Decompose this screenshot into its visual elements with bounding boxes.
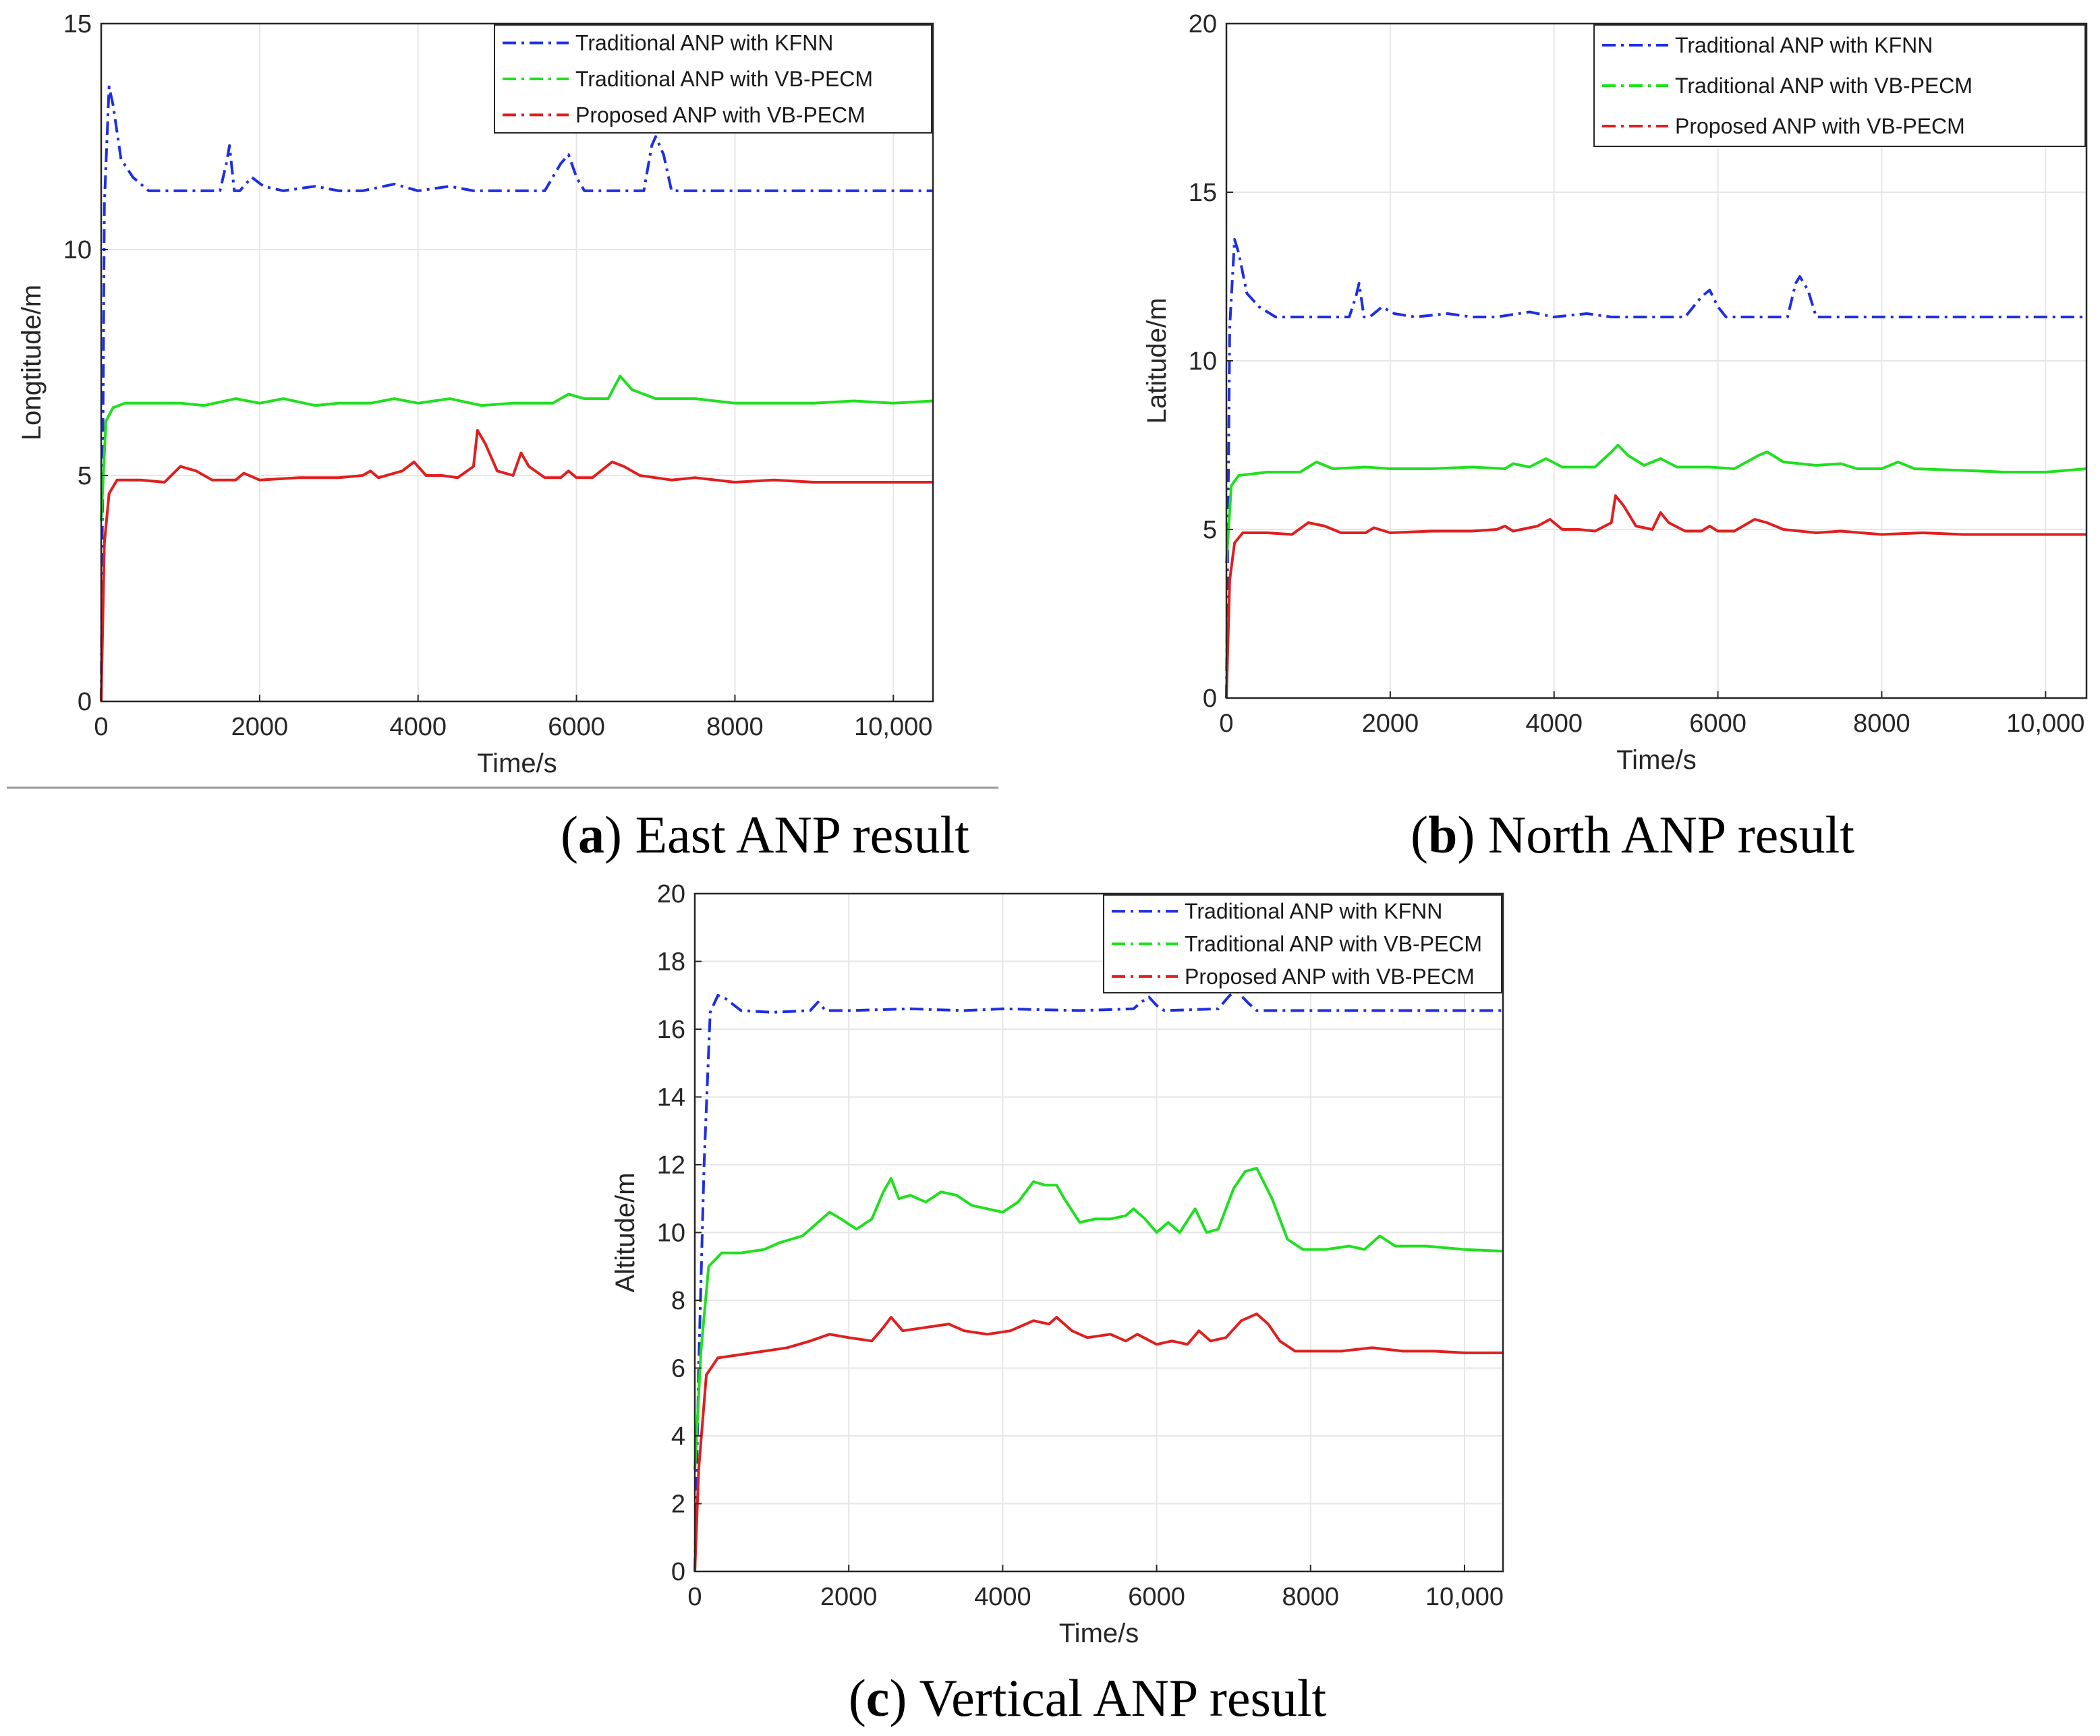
ytick-label-a-2: 10 — [63, 236, 92, 264]
caption-a-text: East ANP result — [622, 805, 969, 864]
y-axis-label-c: Altitude/m — [611, 1173, 640, 1293]
ytick-label-b-3: 15 — [1189, 179, 1217, 207]
panel-north-anp: 0 2000 4000 6000 8000 10,000 0 5 10 15 20 Time/s Lat… — [1142, 10, 2088, 775]
ytick-label-a-0: 0 — [78, 688, 92, 716]
plot-area-a — [101, 24, 933, 701]
legend-a: Traditional ANP with KFNN Traditional ANP… — [494, 24, 932, 134]
series-line-a-0 — [100, 85, 933, 702]
ytick-label-c-8: 16 — [657, 1016, 685, 1044]
legend-label-c-2: Proposed ANP with VB-PECM — [1185, 964, 1475, 989]
ytick-label-c-3: 6 — [671, 1355, 685, 1383]
ytick-label-c-4: 8 — [671, 1287, 685, 1315]
caption-c-letter: c — [866, 1669, 890, 1727]
legend-label-c-0: Traditional ANP with KFNN — [1185, 899, 1442, 923]
xtick-label-a-0: 0 — [94, 713, 108, 741]
legend-label-a-1: Traditional ANP with VB-PECM — [575, 67, 873, 91]
caption-c-text: Vertical ANP result — [907, 1669, 1326, 1727]
ytick-label-c-2: 4 — [671, 1422, 685, 1451]
xtick-label-b-2: 4000 — [1525, 710, 1583, 738]
ytick-label-c-10: 20 — [657, 880, 685, 908]
ytick-label-c-1: 2 — [671, 1491, 685, 1519]
xtick-label-c-1: 2000 — [820, 1583, 878, 1611]
legend-c: Traditional ANP with KFNN Traditional ANP… — [1103, 894, 1502, 993]
x-axis-label-b: Time/s — [1616, 745, 1697, 775]
caption-b: (b) North ANP result — [1411, 805, 1854, 864]
y-axis-label-b: Latitude/m — [1142, 298, 1172, 424]
y-axis-label-a: Longtitude/m — [17, 285, 47, 440]
legend-b: Traditional ANP with KFNN Traditional ANP… — [1593, 24, 2086, 147]
series-line-c-2 — [693, 1312, 1503, 1572]
series-line-b-0 — [1225, 238, 2087, 699]
xtick-label-b-4: 8000 — [1853, 710, 1910, 738]
caption-c: (c) Vertical ANP result — [849, 1669, 1327, 1727]
ytick-label-c-7: 14 — [657, 1084, 685, 1112]
axes-frame-a — [100, 22, 934, 703]
xtick-label-c-4: 8000 — [1282, 1583, 1339, 1611]
series-line-c-1 — [693, 1167, 1504, 1470]
legend-label-b-1: Traditional ANP with VB-PECM — [1675, 74, 1973, 98]
xtick-label-c-5: 10,000 — [1425, 1583, 1504, 1611]
x-axis-label-c: Time/s — [1059, 1619, 1139, 1648]
xtick-label-b-1: 2000 — [1362, 710, 1419, 738]
series-line-b-1 — [1225, 444, 2087, 564]
xtick-label-b-0: 0 — [1219, 710, 1233, 738]
xtick-label-a-5: 10,000 — [854, 713, 932, 741]
series-line-a-2 — [100, 429, 933, 702]
legend-label-b-2: Proposed ANP with VB-PECM — [1675, 114, 1965, 138]
panel-east-anp: 0 2000 4000 6000 8000 10,000 0 5 10 15 Time/s Longt… — [17, 10, 934, 778]
ytick-label-b-1: 5 — [1203, 516, 1217, 544]
legend-label-a-2: Proposed ANP with VB-PECM — [575, 103, 865, 127]
xtick-label-a-1: 2000 — [231, 713, 289, 741]
xtick-label-a-2: 4000 — [389, 713, 447, 741]
xtick-label-a-3: 6000 — [548, 713, 605, 741]
series-line-b-2 — [1225, 494, 2087, 699]
legend-label-c-1: Traditional ANP with VB-PECM — [1185, 932, 1482, 956]
ytick-label-b-2: 10 — [1189, 347, 1217, 376]
ytick-label-a-3: 15 — [63, 10, 92, 38]
xtick-label-b-5: 10,000 — [2006, 710, 2084, 738]
ytick-label-b-0: 0 — [1203, 685, 1217, 713]
series-line-c-0 — [693, 990, 1503, 1572]
x-axis-label-a: Time/s — [477, 749, 557, 778]
legend-box-b — [1593, 24, 2086, 147]
caption-a: (a) East ANP result — [561, 805, 969, 864]
xtick-label-c-2: 4000 — [974, 1583, 1031, 1611]
xtick-label-a-4: 8000 — [706, 713, 764, 741]
caption-a-letter: a — [578, 805, 604, 864]
caption-b-text: North ANP result — [1475, 805, 1854, 864]
ytick-label-c-9: 18 — [657, 948, 685, 977]
ytick-label-b-4: 20 — [1189, 10, 1217, 38]
legend-label-b-0: Traditional ANP with KFNN — [1675, 33, 1933, 57]
series-line-a-1 — [100, 374, 934, 521]
ytick-label-c-5: 10 — [657, 1219, 685, 1248]
legend-label-a-0: Traditional ANP with KFNN — [575, 31, 833, 55]
ytick-label-c-0: 0 — [671, 1558, 685, 1586]
caption-b-letter: b — [1428, 805, 1457, 864]
ytick-label-c-6: 12 — [657, 1151, 685, 1180]
xtick-label-b-3: 6000 — [1689, 710, 1747, 738]
xtick-label-c-3: 6000 — [1128, 1583, 1185, 1611]
ytick-label-a-1: 5 — [78, 462, 92, 490]
panel-vertical-anp: 0 2000 4000 6000 8000 10,000 0 2 4 6 8 10 12 14 16 18 20… — [611, 880, 1504, 1648]
xtick-label-c-0: 0 — [687, 1583, 702, 1611]
